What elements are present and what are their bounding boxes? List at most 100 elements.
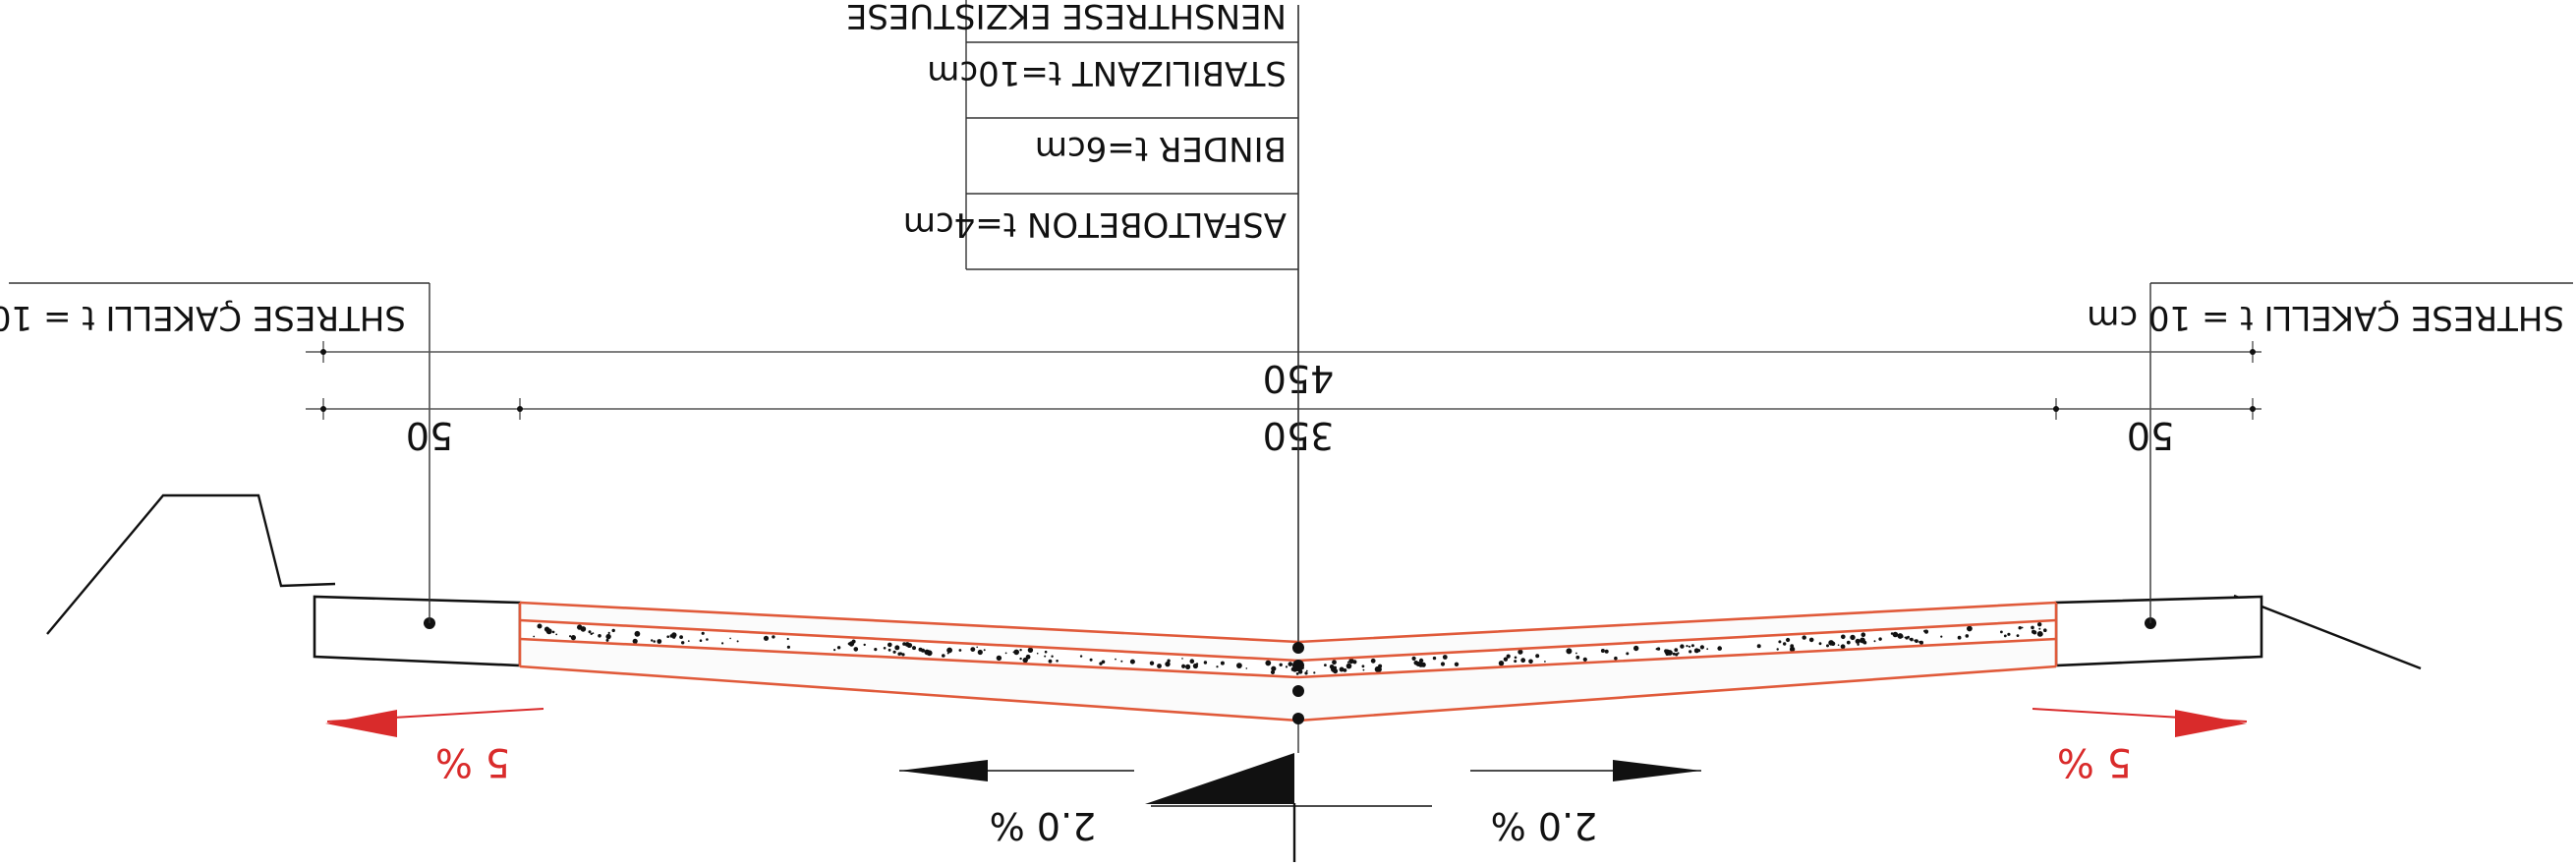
aggregate-speckle <box>666 635 669 638</box>
aggregate-speckle <box>1890 632 1894 635</box>
aggregate-speckle <box>1850 634 1856 641</box>
aggregate-speckle <box>1783 642 1787 646</box>
aggregate-speckle <box>1506 654 1511 659</box>
aggregate-speckle <box>706 638 709 641</box>
aggregate-speckle <box>699 639 703 642</box>
aggregate-speckle <box>1575 655 1580 660</box>
slope-label-right-shoulder: 5 % <box>435 739 510 784</box>
aggregate-speckle <box>1056 660 1059 663</box>
aggregate-speckle <box>1454 662 1460 666</box>
aggregate-speckle <box>996 655 1002 662</box>
aggregate-speckle <box>721 642 724 645</box>
aggregate-speckle <box>852 639 855 642</box>
aggregate-speckle <box>1216 665 1219 668</box>
aggregate-speckle <box>970 647 976 652</box>
aggregate-speckle <box>1285 665 1288 668</box>
aggregate-speckle <box>1544 661 1546 663</box>
aggregate-speckle <box>605 638 609 642</box>
aggregate-speckle <box>1019 649 1022 652</box>
aggregate-speckle <box>1535 654 1540 659</box>
aggregate-speckle <box>836 646 841 650</box>
aggregate-speckles <box>533 622 2047 675</box>
aggregate-speckle <box>679 635 683 639</box>
aggregate-speckle <box>1776 648 1779 651</box>
aggregate-speckle <box>569 635 572 638</box>
aggregate-speckle <box>687 640 690 642</box>
aggregate-speckle <box>607 631 610 634</box>
aggregate-speckle <box>1756 644 1761 649</box>
aggregate-speckle <box>1036 652 1039 655</box>
aggregate-speckle <box>1362 668 1365 671</box>
aggregate-speckle <box>580 626 587 632</box>
aggregate-speckle <box>2016 634 2020 637</box>
aggregate-speckle <box>1220 661 1225 665</box>
aggregate-speckle <box>1860 632 1866 637</box>
aggregate-speckle <box>1600 649 1605 653</box>
layer-label-stabilizant: STABILIZANT t=10cm <box>927 53 1287 92</box>
aggregate-speckle <box>1181 664 1184 666</box>
aggregate-speckle <box>1332 660 1337 665</box>
dim-shoulder-left: 50 <box>2127 414 2174 457</box>
aggregate-speckle <box>1614 656 1618 661</box>
aggregate-speckle <box>1361 665 1365 668</box>
aggregate-speckle <box>983 649 986 652</box>
aggregate-speckle <box>1923 629 1926 633</box>
aggregate-speckle <box>1818 642 1822 646</box>
aggregate-speckle <box>632 638 638 644</box>
aggregate-speckle <box>1633 645 1639 652</box>
red-arrow-left-icon <box>2175 710 2247 737</box>
aggregate-speckle <box>2036 631 2043 637</box>
aggregate-speckle <box>545 628 552 635</box>
aggregate-speckle <box>863 643 866 647</box>
aggregate-speckle <box>650 639 654 642</box>
aggregate-speckle <box>1655 648 1658 651</box>
aggregate-speckle <box>1044 650 1048 654</box>
shoulders <box>313 595 2263 667</box>
aggregate-speckle <box>1348 658 1354 665</box>
aggregate-speckle <box>2007 632 2011 636</box>
red-arrow-right-icon <box>325 710 397 737</box>
aggregate-speckle <box>1120 660 1123 663</box>
aggregate-speckle <box>946 647 952 654</box>
aggregate-speckle <box>1857 643 1860 646</box>
aggregate-speckle <box>1271 665 1277 671</box>
aggregate-speckle <box>1004 652 1007 655</box>
aggregate-speckle <box>671 632 677 638</box>
aggregate-speckle <box>1418 658 1424 664</box>
aggregate-speckle <box>1786 637 1791 643</box>
aggregate-speckle <box>1907 635 1910 639</box>
aggregate-speckle <box>1674 648 1679 653</box>
slope-label-left-shoulder: 5 % <box>2057 739 2132 784</box>
aggregate-speckle <box>1331 666 1337 672</box>
aggregate-speckle <box>1672 652 1676 656</box>
pavement-layers <box>518 601 2058 724</box>
aggregate-speckle <box>1192 663 1198 669</box>
aggregate-speckle <box>1304 671 1308 675</box>
label-shoulder-left: SHTRESE ÇAKELLI t = 10 cm <box>2087 298 2564 337</box>
dim-shoulder-right: 50 <box>406 414 453 457</box>
aggregate-speckle <box>1022 657 1028 664</box>
aggregate-speckle <box>1051 655 1054 658</box>
aggregate-speckle <box>1688 645 1691 648</box>
aggregate-speckle <box>1808 637 1814 643</box>
aggregate-speckle <box>1265 660 1272 666</box>
aggregate-speckle <box>1900 633 1903 636</box>
aggregate-speckle <box>1677 652 1680 655</box>
aggregate-speckle <box>1411 656 1416 661</box>
aggregate-speckle <box>1904 636 1907 639</box>
aggregate-speckle <box>1181 658 1183 660</box>
aggregate-speckle <box>1665 652 1670 656</box>
aggregate-speckle <box>1841 634 1846 640</box>
aggregate-speckle <box>1840 644 1846 650</box>
aggregate-speckle <box>1789 646 1796 653</box>
layer-label-binder: BINDER t=6cm <box>1035 129 1287 168</box>
aggregate-speckle <box>1279 663 1283 666</box>
aggregate-speckle <box>1706 648 1709 651</box>
aggregate-speckle <box>1861 640 1866 644</box>
aggregate-speckle <box>887 642 892 648</box>
slope-label-right-lane: 2.0 % <box>990 804 1097 847</box>
aggregate-speckle <box>1089 658 1093 662</box>
layer-label-existing: NENSHTRESE EKZISTUESE <box>846 0 1287 35</box>
aggregate-speckle <box>1165 661 1171 667</box>
aggregate-speckle <box>1440 662 1446 666</box>
